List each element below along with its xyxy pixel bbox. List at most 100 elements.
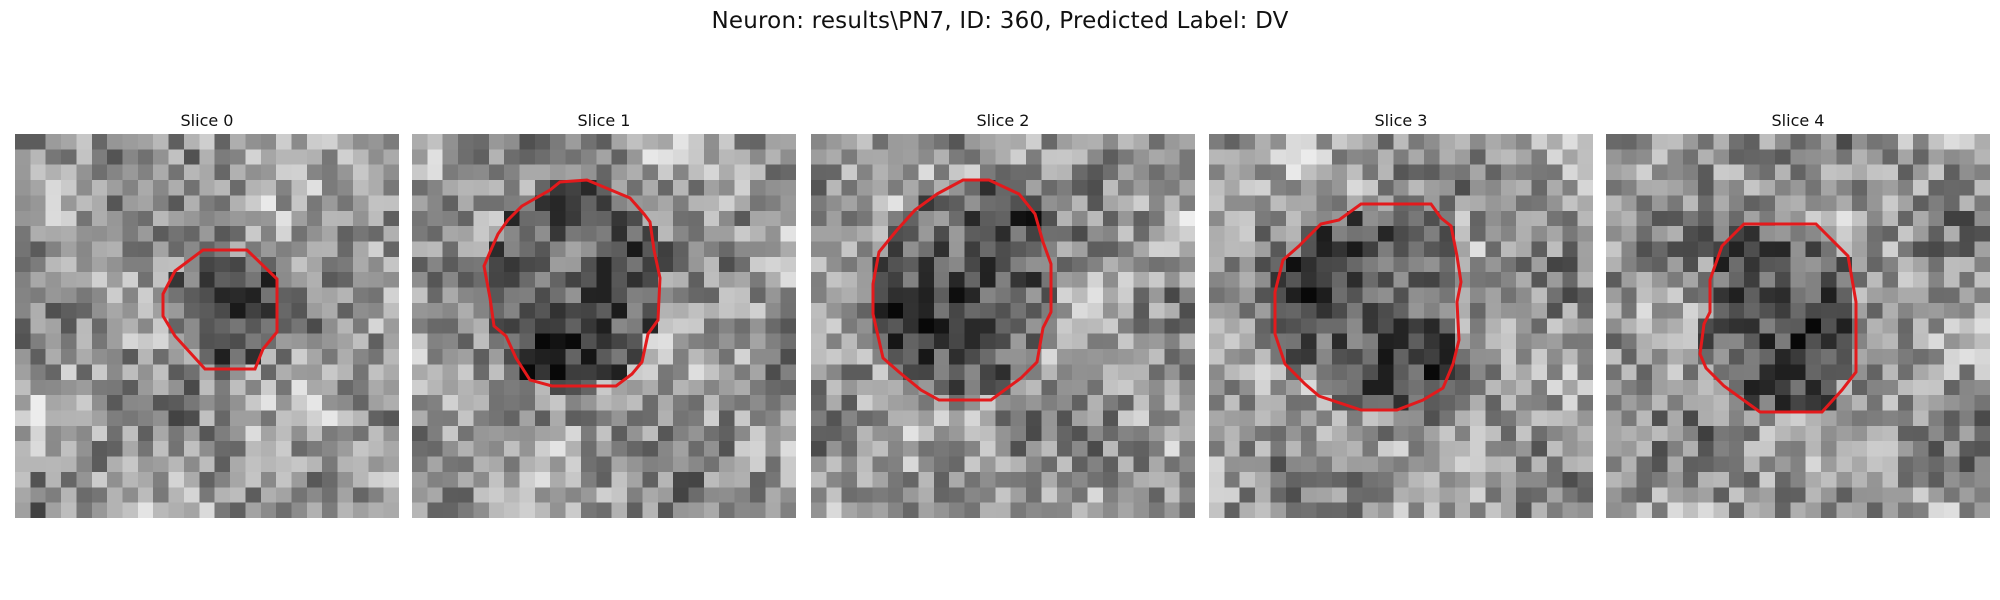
image-pixel: [1546, 241, 1563, 258]
image-pixel: [504, 256, 521, 273]
image-pixel: [383, 149, 399, 166]
image-pixel: [1087, 164, 1104, 181]
image-pixel: [903, 164, 920, 181]
image-pixel: [719, 226, 736, 243]
image-pixel: [1759, 287, 1776, 304]
image-pixel: [15, 226, 31, 243]
image-pixel: [1102, 195, 1119, 212]
image-pixel: [473, 379, 490, 396]
image-pixel: [903, 333, 920, 350]
image-pixel: [903, 441, 920, 458]
image-pixel: [688, 149, 705, 166]
image-pixel: [45, 487, 62, 504]
image-pixel: [1133, 456, 1150, 473]
image-pixel: [1148, 180, 1165, 196]
image-pixel: [1636, 256, 1653, 273]
image-pixel: [352, 302, 369, 319]
image-pixel: [1882, 210, 1899, 227]
image-pixel: [137, 134, 154, 150]
image-pixel: [1744, 441, 1761, 458]
image-pixel: [657, 302, 674, 319]
image-pixel: [857, 287, 873, 304]
slice-image-0: [15, 134, 399, 518]
image-pixel: [76, 210, 93, 227]
image-pixel: [1087, 180, 1104, 196]
image-pixel: [1759, 456, 1776, 473]
image-pixel: [76, 272, 93, 289]
image-pixel: [1836, 226, 1853, 243]
image-pixel: [1485, 456, 1502, 473]
image-pixel: [1362, 134, 1379, 150]
image-pixel: [1562, 195, 1579, 212]
image-pixel: [1209, 210, 1225, 227]
image-pixel: [734, 456, 751, 473]
image-pixel: [337, 210, 354, 227]
image-pixel: [1836, 333, 1853, 350]
image-pixel: [903, 195, 920, 212]
image-pixel: [488, 349, 505, 365]
image-pixel: [168, 333, 185, 350]
image-pixel: [1621, 318, 1638, 335]
image-pixel: [1056, 441, 1073, 458]
image-pixel: [703, 164, 720, 181]
image-pixel: [1408, 149, 1425, 166]
image-pixel: [642, 471, 659, 488]
image-pixel: [703, 302, 720, 319]
image-pixel: [611, 456, 628, 473]
image-pixel: [230, 410, 246, 427]
image-pixel: [383, 333, 399, 350]
image-pixel: [1224, 395, 1241, 411]
image-pixel: [291, 379, 308, 396]
image-pixel: [611, 134, 628, 150]
image-pixel: [199, 456, 216, 473]
image-pixel: [291, 164, 308, 181]
image-pixel: [780, 164, 796, 181]
image-pixel: [45, 164, 62, 181]
image-pixel: [887, 164, 904, 181]
image-pixel: [107, 502, 124, 518]
image-pixel: [1943, 333, 1960, 350]
image-pixel: [352, 226, 369, 243]
image-pixel: [1393, 164, 1410, 181]
image-pixel: [1026, 441, 1042, 458]
image-pixel: [1301, 395, 1318, 411]
image-pixel: [214, 195, 231, 212]
image-pixel: [368, 471, 385, 488]
image-pixel: [1652, 487, 1668, 504]
image-pixel: [1744, 333, 1761, 350]
image-pixel: [1867, 287, 1883, 304]
image-pixel: [995, 502, 1012, 518]
image-pixel: [1362, 287, 1379, 304]
image-pixel: [61, 302, 77, 319]
image-pixel: [1164, 456, 1181, 473]
image-pixel: [1072, 333, 1088, 350]
image-pixel: [780, 272, 796, 289]
image-pixel: [1377, 149, 1394, 166]
image-pixel: [519, 441, 536, 458]
image-pixel: [1087, 195, 1104, 212]
image-pixel: [1424, 456, 1440, 473]
image-pixel: [337, 287, 354, 304]
image-pixel: [749, 502, 766, 518]
image-pixel: [979, 410, 996, 427]
image-pixel: [1636, 134, 1653, 150]
image-pixel: [473, 364, 490, 381]
image-pixel: [383, 425, 399, 442]
image-pixel: [1179, 241, 1195, 258]
image-pixel: [841, 226, 858, 243]
image-pixel: [1943, 241, 1960, 258]
image-pixel: [1774, 287, 1791, 304]
image-pixel: [1377, 272, 1394, 289]
image-pixel: [1102, 287, 1119, 304]
image-pixel: [122, 441, 139, 458]
image-pixel: [673, 456, 689, 473]
image-pixel: [580, 349, 597, 365]
image-pixel: [442, 379, 459, 396]
image-pixel: [276, 379, 292, 396]
image-pixel: [1393, 318, 1410, 335]
image-pixel: [107, 226, 124, 243]
image-pixel: [276, 441, 292, 458]
image-pixel: [1577, 210, 1593, 227]
image-pixel: [1562, 241, 1579, 258]
image-pixel: [1577, 241, 1593, 258]
